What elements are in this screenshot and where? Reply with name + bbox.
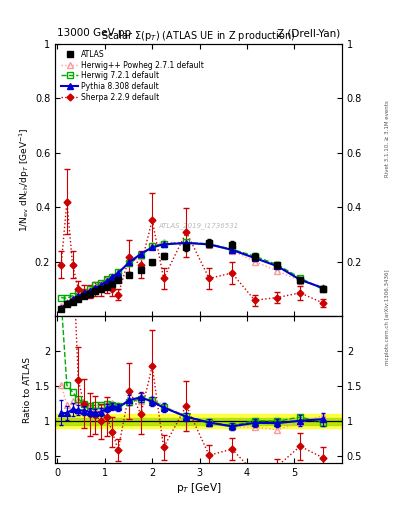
- Title: Scalar $\Sigma$(p$_T$) (ATLAS UE in Z production): Scalar $\Sigma$(p$_T$) (ATLAS UE in Z pr…: [101, 29, 296, 44]
- Bar: [55, 418, 342, 425]
- X-axis label: p$_T$ [GeV]: p$_T$ [GeV]: [176, 481, 221, 495]
- Y-axis label: 1/N$_{\rm ev}$ dN$_{\rm ch}$/dp$_T$ [GeV$^{-1}$]: 1/N$_{\rm ev}$ dN$_{\rm ch}$/dp$_T$ [GeV…: [18, 127, 32, 232]
- Legend: ATLAS, Herwig++ Powheg 2.7.1 default, Herwig 7.2.1 default, Pythia 8.308 default: ATLAS, Herwig++ Powheg 2.7.1 default, He…: [59, 47, 206, 104]
- Bar: [55, 414, 342, 428]
- Y-axis label: Ratio to ATLAS: Ratio to ATLAS: [23, 357, 32, 423]
- Text: mcplots.cern.ch [arXiv:1306.3436]: mcplots.cern.ch [arXiv:1306.3436]: [385, 270, 389, 365]
- Text: 13000 GeV pp: 13000 GeV pp: [57, 28, 131, 38]
- Text: Rivet 3.1.10, ≥ 3.1M events: Rivet 3.1.10, ≥ 3.1M events: [385, 100, 389, 177]
- Text: ATLAS_2019_I1736531: ATLAS_2019_I1736531: [158, 223, 239, 229]
- Text: Z (Drell-Yan): Z (Drell-Yan): [277, 28, 340, 38]
